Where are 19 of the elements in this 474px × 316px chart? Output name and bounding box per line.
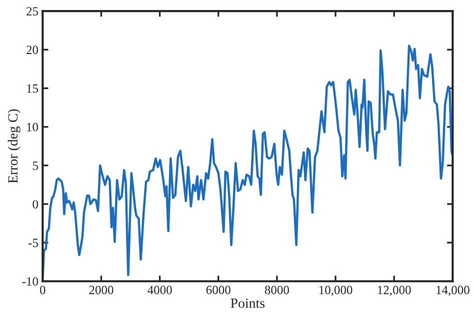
y-tick-label: 15 <box>27 84 38 93</box>
x-tick-label: 12,000 <box>378 286 411 296</box>
x-tick-label: 8000 <box>264 286 289 294</box>
y-tick-label: 0 <box>32 200 38 209</box>
x-tick-label: 2000 <box>89 286 114 294</box>
y-tick-label: 20 <box>26 46 38 54</box>
x-tick-label: 10,000 <box>319 286 352 296</box>
x-tick-label: 6000 <box>206 286 230 294</box>
y-tick-label: -10 <box>22 277 38 286</box>
x-tick-label: 4000 <box>148 286 172 294</box>
y-tick-label: 25 <box>26 7 38 16</box>
y-tick-label: 5 <box>32 162 38 170</box>
x-axis-title: Points <box>230 298 265 308</box>
x-tick-label: 0 <box>40 286 46 294</box>
y-axis-title: Error (deg C) <box>8 109 20 184</box>
y-tick-label: -5 <box>28 238 38 248</box>
line-series <box>42 44 453 280</box>
y-tick-label: 10 <box>27 122 38 132</box>
x-tick-label: 14,000 <box>436 286 470 296</box>
